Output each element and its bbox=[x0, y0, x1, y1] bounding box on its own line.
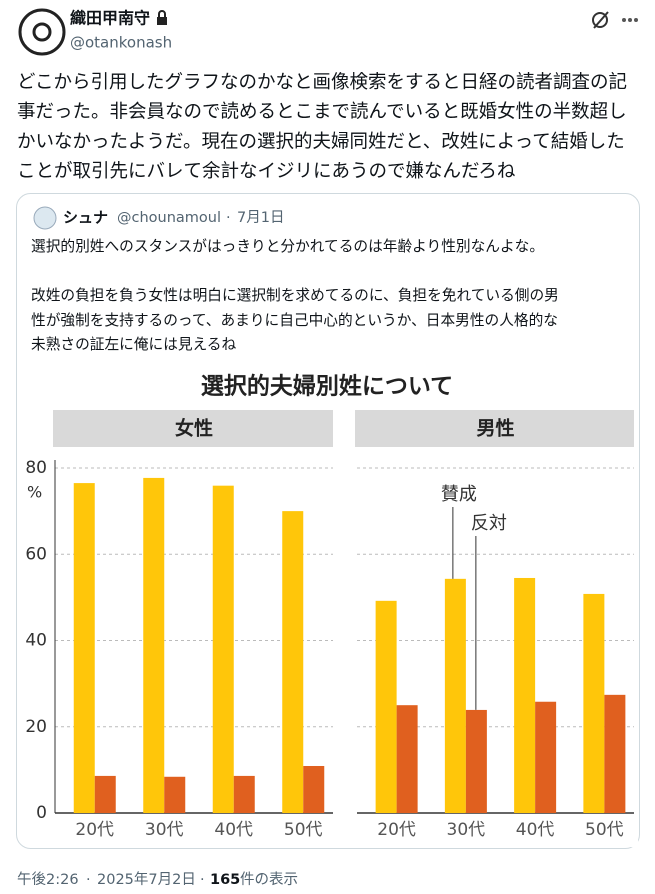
tweet-text: どこから引用したグラフなのかなと画像検索をすると日経の読者調査の記 bbox=[17, 72, 627, 93]
bar bbox=[303, 765, 325, 813]
panel-title: 女性 bbox=[175, 417, 213, 440]
lock-icon bbox=[157, 17, 167, 25]
y-tick-label: 0 bbox=[36, 803, 47, 823]
avatar-crest bbox=[32, 22, 52, 42]
bar bbox=[143, 477, 165, 813]
view-count: 165 bbox=[210, 872, 240, 888]
tweet-text: ことが取引先にバレて余計なイジリにあうので嫌なんだろね bbox=[17, 161, 515, 182]
quote-date: 7月1日 bbox=[237, 210, 284, 226]
bar bbox=[73, 483, 95, 813]
y-tick-label: 60 bbox=[25, 544, 47, 564]
quote-text: 未熟さの証左に俺には見えるね bbox=[31, 336, 236, 353]
bar bbox=[514, 577, 536, 813]
bar bbox=[396, 705, 418, 813]
separator: · bbox=[86, 872, 91, 888]
y-tick-label: 20 bbox=[25, 717, 47, 737]
quote-text: 性が強制を支持するのって、あまりに自己中心的というか、日本男性の人格的な bbox=[31, 312, 558, 329]
tweet-text: 事だった。非会員なので読めるとこまで読んでいると既婚女性の半数超し bbox=[17, 102, 627, 123]
grok-icon[interactable] bbox=[592, 12, 608, 28]
y-tick-label: 80 bbox=[25, 458, 47, 478]
bar bbox=[604, 694, 626, 813]
bar bbox=[164, 776, 186, 813]
quote-avatar bbox=[33, 206, 57, 230]
quote-name: シュナ bbox=[63, 209, 108, 227]
user-name: 織田甲南守 bbox=[70, 9, 150, 28]
x-tick-label: 20代 bbox=[75, 820, 114, 840]
bar bbox=[465, 709, 487, 813]
chart-title: 選択的夫婦別姓について bbox=[201, 373, 453, 400]
annotation: 反対 bbox=[471, 513, 507, 534]
panel-header bbox=[53, 410, 333, 447]
x-tick-label: 40代 bbox=[214, 820, 253, 840]
separator: · bbox=[200, 872, 205, 888]
views-label: 件の表示 bbox=[240, 871, 298, 888]
lock-shackle bbox=[158, 10, 166, 17]
avatar[interactable] bbox=[18, 8, 66, 56]
bar bbox=[583, 593, 605, 813]
tweet-text: かいなかったようだ。現在の選択的夫婦同姓だと、改姓によって結婚した bbox=[17, 131, 625, 152]
x-tick-label: 50代 bbox=[585, 820, 624, 840]
bar bbox=[94, 775, 116, 813]
x-tick-label: 30代 bbox=[145, 820, 184, 840]
bar bbox=[444, 578, 466, 813]
separator: · bbox=[226, 210, 231, 226]
bar bbox=[375, 600, 397, 813]
x-tick-label: 30代 bbox=[447, 820, 486, 840]
x-tick-label: 50代 bbox=[284, 820, 323, 840]
quote-text: 改姓の負担を負う女性は明白に選択制を求めてるのに、負担を免れている側の男 bbox=[31, 286, 559, 304]
bar bbox=[212, 485, 234, 813]
quote-text: 選択的別姓へのスタンスがはっきりと分かれてるのは年齢より性別なんよな。 bbox=[31, 238, 544, 255]
post-time: 午後2:26 bbox=[17, 871, 79, 888]
panel-title: 男性 bbox=[476, 417, 514, 440]
bar bbox=[282, 511, 304, 813]
user-handle: @otankonash bbox=[70, 34, 172, 52]
y-unit: % bbox=[27, 483, 42, 502]
bar bbox=[233, 775, 255, 813]
annotation: 賛成 bbox=[441, 484, 477, 505]
more-menu[interactable] bbox=[622, 18, 638, 22]
grok-slash bbox=[593, 11, 609, 29]
bar bbox=[535, 701, 557, 813]
panel-header bbox=[355, 410, 634, 447]
quote-handle: @chounamoul bbox=[117, 210, 221, 226]
post-date: 2025年7月2日 bbox=[97, 871, 196, 888]
y-tick-label: 40 bbox=[25, 631, 47, 651]
x-tick-label: 40代 bbox=[516, 820, 555, 840]
x-tick-label: 20代 bbox=[377, 820, 416, 840]
